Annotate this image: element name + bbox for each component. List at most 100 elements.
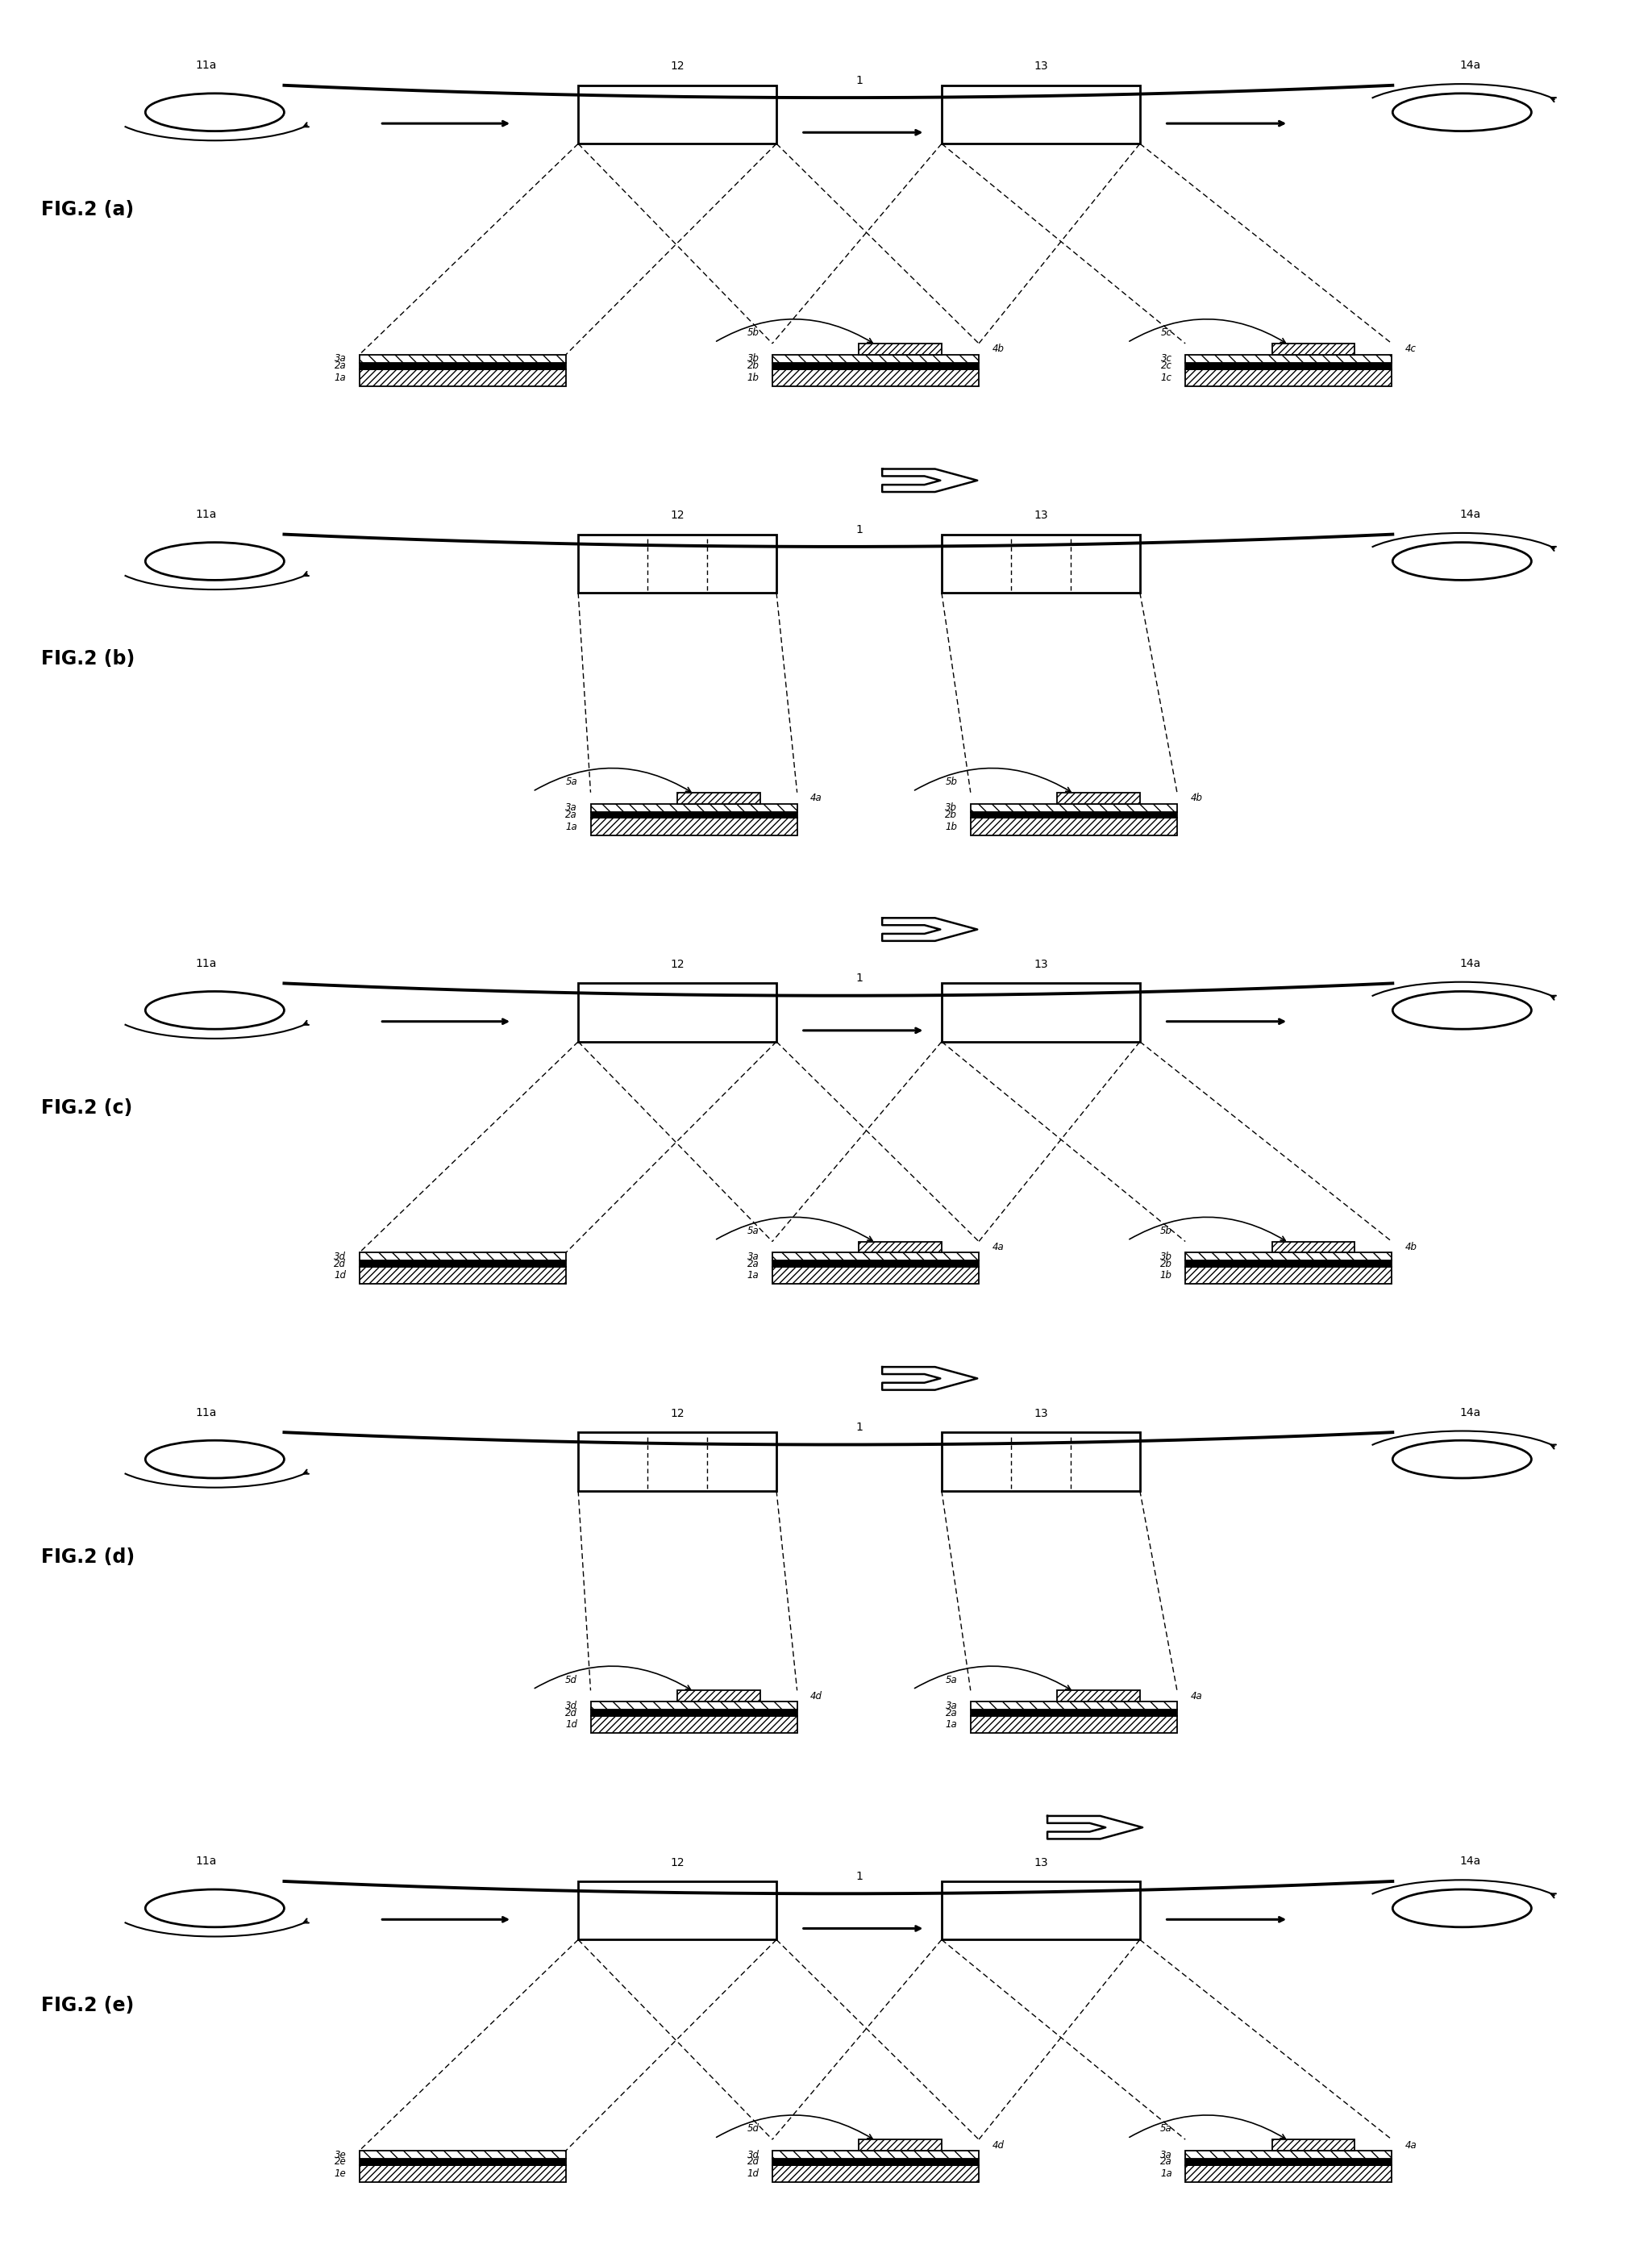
Text: 1b: 1b [945,822,958,833]
Text: 13: 13 [1034,959,1047,970]
Bar [773,364,978,368]
Text: 3e: 3e [334,2148,347,2160]
Bar [971,1702,1178,1711]
Text: 5d: 5d [565,1675,578,1686]
Text: 2e: 2e [334,2157,347,2166]
Text: 5a: 5a [747,1226,760,1237]
Bar [773,2164,978,2182]
Text: 12: 12 [671,1857,684,1868]
Text: 4a: 4a [811,792,823,804]
Bar [971,813,1178,817]
Bar [971,817,1178,835]
Text: 2d: 2d [747,2157,760,2166]
Bar [360,1266,565,1284]
Text: 5a: 5a [945,1675,958,1686]
Bar [1186,368,1393,386]
Text: 1: 1 [856,74,862,85]
Bar [971,1715,1178,1733]
Bar [942,1881,1140,1940]
Text: 12: 12 [671,61,684,72]
Bar [1057,792,1140,804]
Text: 5d: 5d [747,2124,760,2135]
Text: 13: 13 [1034,1857,1047,1868]
Bar [859,343,942,355]
Bar [360,1262,565,1266]
Bar [591,1702,798,1711]
Text: 4b: 4b [1189,792,1203,804]
Text: 1d: 1d [747,2169,760,2180]
Text: 12: 12 [671,510,684,521]
Bar [578,534,776,593]
Bar [1186,2164,1393,2182]
Text: 4a: 4a [991,1241,1004,1253]
Bar [360,364,565,368]
Text: 13: 13 [1034,510,1047,521]
Text: 4c: 4c [1406,343,1416,355]
Text: 1: 1 [856,523,862,534]
Text: 1d: 1d [565,1720,578,1731]
Bar [591,1715,798,1733]
Bar [360,368,565,386]
Bar [591,1711,798,1715]
Bar [360,2151,565,2160]
Text: 1b: 1b [1160,1271,1173,1282]
Text: FIG.2 (e): FIG.2 (e) [41,1996,134,2016]
Text: 1: 1 [856,1870,862,1881]
Text: 12: 12 [671,1408,684,1419]
Bar [360,1253,565,1262]
Text: 5b: 5b [1160,1226,1173,1237]
Bar [360,2160,565,2164]
Text: 2d: 2d [565,1708,578,1717]
Bar [1272,343,1355,355]
Text: 5a: 5a [1160,2124,1173,2135]
Text: 3a: 3a [945,1699,958,1711]
Bar [1272,1241,1355,1253]
Bar [1057,1690,1140,1702]
Text: 2c: 2c [1161,361,1173,370]
Bar [1272,2139,1355,2151]
Text: 2a: 2a [747,1259,760,1268]
Bar [942,1432,1140,1491]
Text: 2b: 2b [1160,1259,1173,1268]
Text: 4a: 4a [1406,2139,1417,2151]
Text: 5b: 5b [945,777,958,788]
Bar [360,2164,565,2182]
Text: 4b: 4b [991,343,1004,355]
Bar [773,368,978,386]
Text: 3a: 3a [565,801,578,813]
Bar [1186,364,1393,368]
Text: 3d: 3d [747,2148,760,2160]
Text: 4a: 4a [1189,1690,1203,1702]
Bar [578,1881,776,1940]
Bar [773,1266,978,1284]
Bar [591,813,798,817]
Text: 2b: 2b [945,810,958,819]
Bar [677,792,760,804]
Bar [942,85,1140,144]
Text: 11a: 11a [197,1857,216,1868]
Text: 5c: 5c [1161,328,1173,339]
Text: 4d: 4d [991,2139,1004,2151]
Text: 3b: 3b [747,352,760,364]
Text: 14a: 14a [1460,1408,1480,1419]
Text: FIG.2 (d): FIG.2 (d) [41,1547,135,1567]
Text: 3a: 3a [1160,2148,1173,2160]
Bar [773,2151,978,2160]
Text: FIG.2 (a): FIG.2 (a) [41,200,134,220]
Bar [773,355,978,364]
Text: 3b: 3b [1160,1250,1173,1262]
Text: 3d: 3d [334,1250,347,1262]
Text: 14a: 14a [1460,959,1480,970]
Text: 12: 12 [671,959,684,970]
Text: 3a: 3a [334,352,347,364]
Text: 5a: 5a [565,777,578,788]
Text: 11a: 11a [197,510,216,521]
Text: FIG.2 (c): FIG.2 (c) [41,1098,132,1118]
Bar [859,1241,942,1253]
Bar [942,534,1140,593]
Text: 1a: 1a [565,822,578,833]
Text: 5b: 5b [747,328,760,339]
Text: 1: 1 [856,1421,862,1432]
Text: 2a: 2a [945,1708,958,1717]
Bar [1186,355,1393,364]
